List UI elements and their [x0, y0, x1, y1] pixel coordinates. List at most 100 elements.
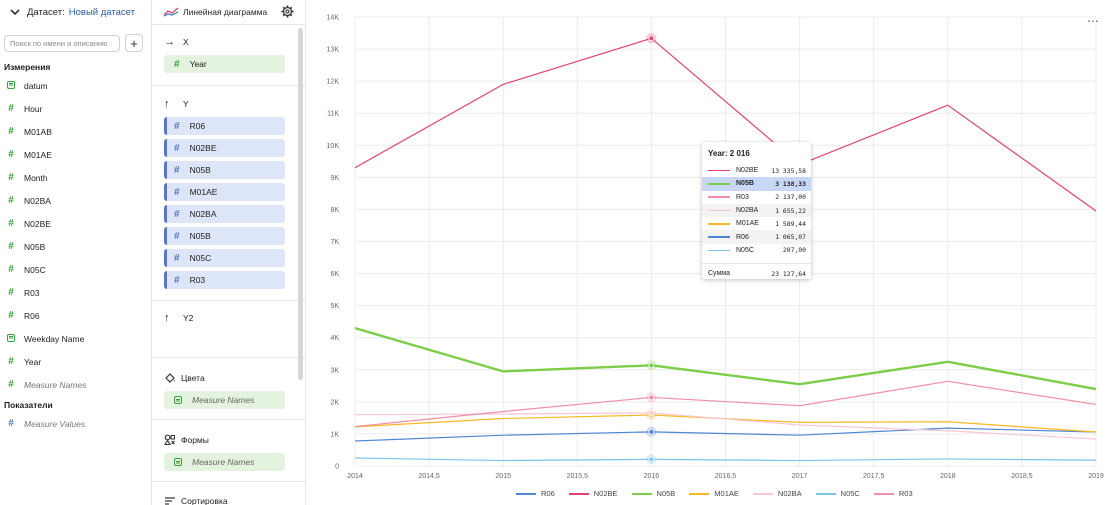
arrow-right-icon: →	[164, 36, 175, 48]
field-name: N02BA	[24, 195, 51, 206]
legend-item[interactable]: N02BE	[568, 489, 618, 498]
text-field-icon	[174, 396, 182, 404]
legend-swatch	[689, 492, 710, 495]
wizard-scrollbar[interactable]	[298, 28, 303, 380]
y-field-chip[interactable]: # R06	[164, 117, 285, 135]
chevron-down-icon[interactable]	[9, 6, 21, 18]
field-item[interactable]: # Measure Values	[0, 412, 151, 435]
hover-point[interactable]	[648, 35, 655, 42]
hash-icon: #	[174, 164, 180, 176]
text-field-icon	[174, 458, 182, 466]
y-field-name: M01AE	[189, 187, 218, 197]
y-field-chip[interactable]: # N02BA	[164, 205, 285, 223]
legend-item[interactable]: N05C	[815, 489, 860, 498]
field-item[interactable]: # R03	[0, 281, 151, 304]
legend-swatch	[631, 492, 652, 495]
x-tick-label: 2014	[347, 473, 363, 480]
hover-point[interactable]	[648, 456, 655, 463]
legend-item[interactable]: N02BA	[752, 489, 802, 498]
dataset-header[interactable]: Датасет: Новый датасет	[0, 0, 151, 24]
tooltip-series-name: M01AE	[736, 220, 759, 228]
tooltip-series-name: R06	[736, 233, 749, 241]
hover-point[interactable]	[648, 362, 655, 369]
hash-icon: #	[174, 252, 180, 264]
y-field-chip[interactable]: # N05B	[164, 227, 285, 245]
visualization-name: Линейная диаграмма	[183, 7, 268, 17]
series-line-r06[interactable]	[354, 427, 1097, 442]
line-chart-icon	[163, 7, 179, 17]
y-field-chip[interactable]: # N05C	[164, 249, 285, 267]
gear-icon[interactable]	[281, 5, 294, 18]
field-item[interactable]: # M01AE	[0, 143, 151, 166]
field-item[interactable]: # M01AB	[0, 120, 151, 143]
colors-field-chip[interactable]: Measure Names	[164, 391, 285, 409]
field-item[interactable]: # Year	[0, 350, 151, 373]
tooltip-swatch	[708, 196, 730, 199]
tooltip-series-value: 1 065,07	[775, 233, 806, 242]
y-tick-label: 7K	[330, 239, 339, 246]
field-item[interactable]: # Measure Names	[0, 373, 151, 396]
shapes-field-chip[interactable]: Measure Names	[164, 453, 285, 471]
field-item[interactable]: # Hour	[0, 97, 151, 120]
legend-label: N02BE	[593, 489, 618, 498]
tooltip-swatch	[708, 249, 730, 252]
y-field-chip[interactable]: # M01AE	[164, 183, 285, 201]
y-field-name: N05B	[189, 231, 211, 241]
y-field-chip[interactable]: # N05B	[164, 161, 285, 179]
x-tick-label: 2017	[792, 473, 808, 480]
x-tick-label: 2018	[940, 473, 956, 480]
field-item[interactable]: # N05B	[0, 235, 151, 258]
tooltip-series-value: 1 589,44	[775, 219, 806, 228]
series-line-n02be[interactable]	[354, 37, 1097, 212]
tooltip-row: R03 2 137,00	[702, 191, 811, 204]
legend-item[interactable]: R03	[873, 489, 913, 498]
field-item[interactable]: # N02BE	[0, 212, 151, 235]
series-line-n05c[interactable]	[354, 457, 1097, 462]
shapes-icon	[164, 434, 176, 446]
field-search-input[interactable]	[4, 34, 120, 52]
tooltip-row: N05C 207,00	[702, 244, 811, 257]
field-name: R06	[24, 310, 40, 321]
field-item[interactable]: # R06	[0, 304, 151, 327]
dataset-label: Датасет:	[27, 6, 65, 18]
shapes-label: Формы	[181, 435, 209, 445]
hover-point[interactable]	[648, 428, 655, 435]
field-item[interactable]: # N05C	[0, 258, 151, 281]
hover-point[interactable]	[648, 410, 655, 416]
y-field-name: R03	[189, 275, 206, 285]
field-item[interactable]: datum	[0, 74, 151, 97]
shapes-section: Формы Measure Names	[152, 419, 305, 481]
y-axis-label: Y	[183, 99, 189, 109]
visualization-selector[interactable]: Линейная диаграмма	[152, 0, 305, 24]
series-line-r03[interactable]	[354, 380, 1097, 428]
tooltip-series-value: 3 138,33	[775, 179, 806, 188]
hash-icon: #	[8, 287, 14, 298]
legend-item[interactable]: N05B	[631, 489, 675, 498]
field-name: datum	[24, 80, 48, 91]
dataset-name-link[interactable]: Новый датасет	[68, 6, 135, 18]
add-field-button[interactable]: +	[125, 34, 143, 52]
legend-item[interactable]: M01AE	[689, 489, 739, 498]
y-field-chip[interactable]: # N02BE	[164, 139, 285, 157]
field-item[interactable]: # N02BA	[0, 189, 151, 212]
legend-label: M01AE	[714, 489, 739, 498]
chart-legend: R06 N02BE N05B M01AE N02BA N05C R03	[516, 489, 927, 498]
dimensions-title: Измерения	[4, 62, 51, 72]
x-field-chip[interactable]: # Year	[164, 55, 285, 73]
measures-title: Показатели	[4, 400, 53, 410]
more-options-icon[interactable]: ⋯	[1087, 14, 1100, 28]
chart-area[interactable]: 0 1K 2K 3K 4K 5K 6K 7K 8K 9K 10K 11K 12K 13K 14K 2014 20…	[306, 0, 1115, 505]
hash-icon: #	[8, 264, 14, 275]
y-tick-label: 13K	[327, 47, 340, 54]
y-field-chip[interactable]: # R03	[164, 271, 285, 289]
tooltip-series-name: N02BA	[736, 207, 759, 215]
tooltip-sum-row: Сумма 23 127,64	[702, 263, 811, 278]
field-item[interactable]: Weekday Name	[0, 327, 151, 350]
field-name: Measure Names	[24, 379, 87, 390]
y-tick-label: 2K	[330, 399, 339, 406]
hover-point[interactable]	[648, 394, 655, 401]
field-item[interactable]: # Month	[0, 166, 151, 189]
y-tick-label: 4K	[330, 335, 339, 342]
series-line-n05b[interactable]	[354, 326, 1097, 391]
legend-item[interactable]: R06	[516, 489, 555, 498]
